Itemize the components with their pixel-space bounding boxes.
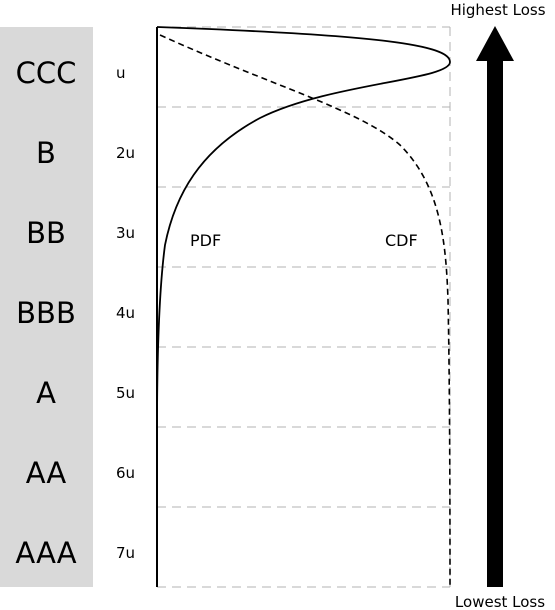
tick-label-4: 4u <box>116 304 135 322</box>
pdf-label: PDF <box>190 231 221 250</box>
grid-lines <box>157 26 451 588</box>
tick-label-3: 3u <box>116 224 135 242</box>
rating-labels: CCC B BB BBB A AA AAA <box>15 56 76 570</box>
rating-label-aaa: AAA <box>15 536 76 570</box>
rating-label-b: B <box>36 136 56 170</box>
rating-label-bb: BB <box>26 216 66 250</box>
rating-label-a: A <box>36 376 56 410</box>
rating-label-aa: AA <box>26 456 67 490</box>
tick-label-2: 2u <box>116 144 135 162</box>
cdf-label: CDF <box>385 231 418 250</box>
arrow-shaft <box>487 58 503 587</box>
up-arrow-icon <box>476 26 514 587</box>
rating-label-bbb: BBB <box>16 296 76 330</box>
lowest-loss-label: Lowest Loss <box>455 593 545 610</box>
tick-label-7: 7u <box>116 544 135 562</box>
tick-label-1: u <box>116 64 126 82</box>
cdf-curve <box>159 34 451 588</box>
tick-label-6: 6u <box>116 464 135 482</box>
rating-label-ccc: CCC <box>16 56 77 90</box>
tick-labels: u 2u 3u 4u 5u 6u 7u <box>116 64 135 562</box>
pdf-curve <box>156 26 451 431</box>
arrow-head <box>476 26 514 61</box>
tick-label-5: 5u <box>116 384 135 402</box>
rating-panel <box>0 27 93 587</box>
highest-loss-label: Highest Loss <box>450 1 545 19</box>
